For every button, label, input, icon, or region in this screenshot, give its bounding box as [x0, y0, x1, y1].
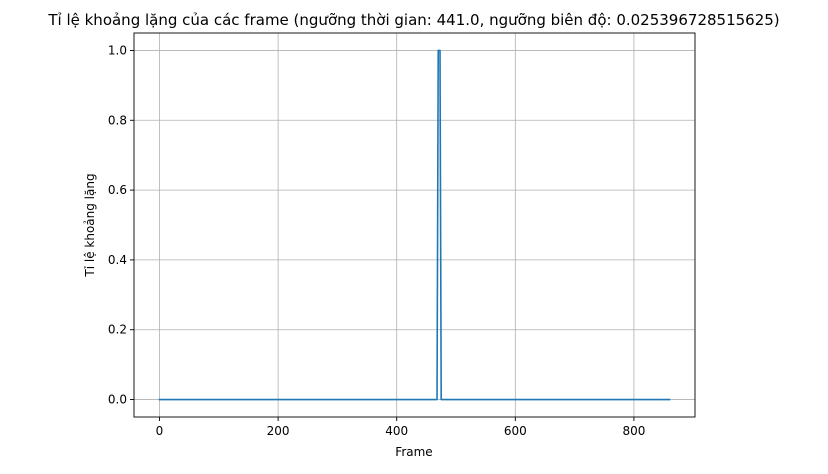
chart-title: Tỉ lệ khoảng lặng của các frame (ngưỡng …	[47, 11, 779, 29]
x-axis-label: Frame	[395, 445, 432, 459]
x-tick-label: 600	[504, 424, 527, 438]
x-tick-label: 200	[267, 424, 290, 438]
y-tick-label: 0.8	[108, 113, 127, 127]
y-tick-label: 0.6	[108, 183, 127, 197]
y-tick-label: 0.0	[108, 393, 127, 407]
y-tick-label: 0.2	[108, 323, 127, 337]
x-tick-label: 0	[156, 424, 164, 438]
series-line	[158, 49, 671, 401]
y-tick-label: 0.4	[108, 253, 127, 267]
y-tick-label: 1.0	[108, 43, 127, 57]
axes-frame	[133, 32, 696, 418]
x-tick-label: 400	[385, 424, 408, 438]
plot-area: 0 200 400 600 800 0.0 0.2 0.4 0.6 0.8 1.0	[108, 32, 696, 438]
x-tick-label: 800	[622, 424, 645, 438]
y-axis-label: Tỉ lệ khoảng lặng	[83, 173, 97, 277]
